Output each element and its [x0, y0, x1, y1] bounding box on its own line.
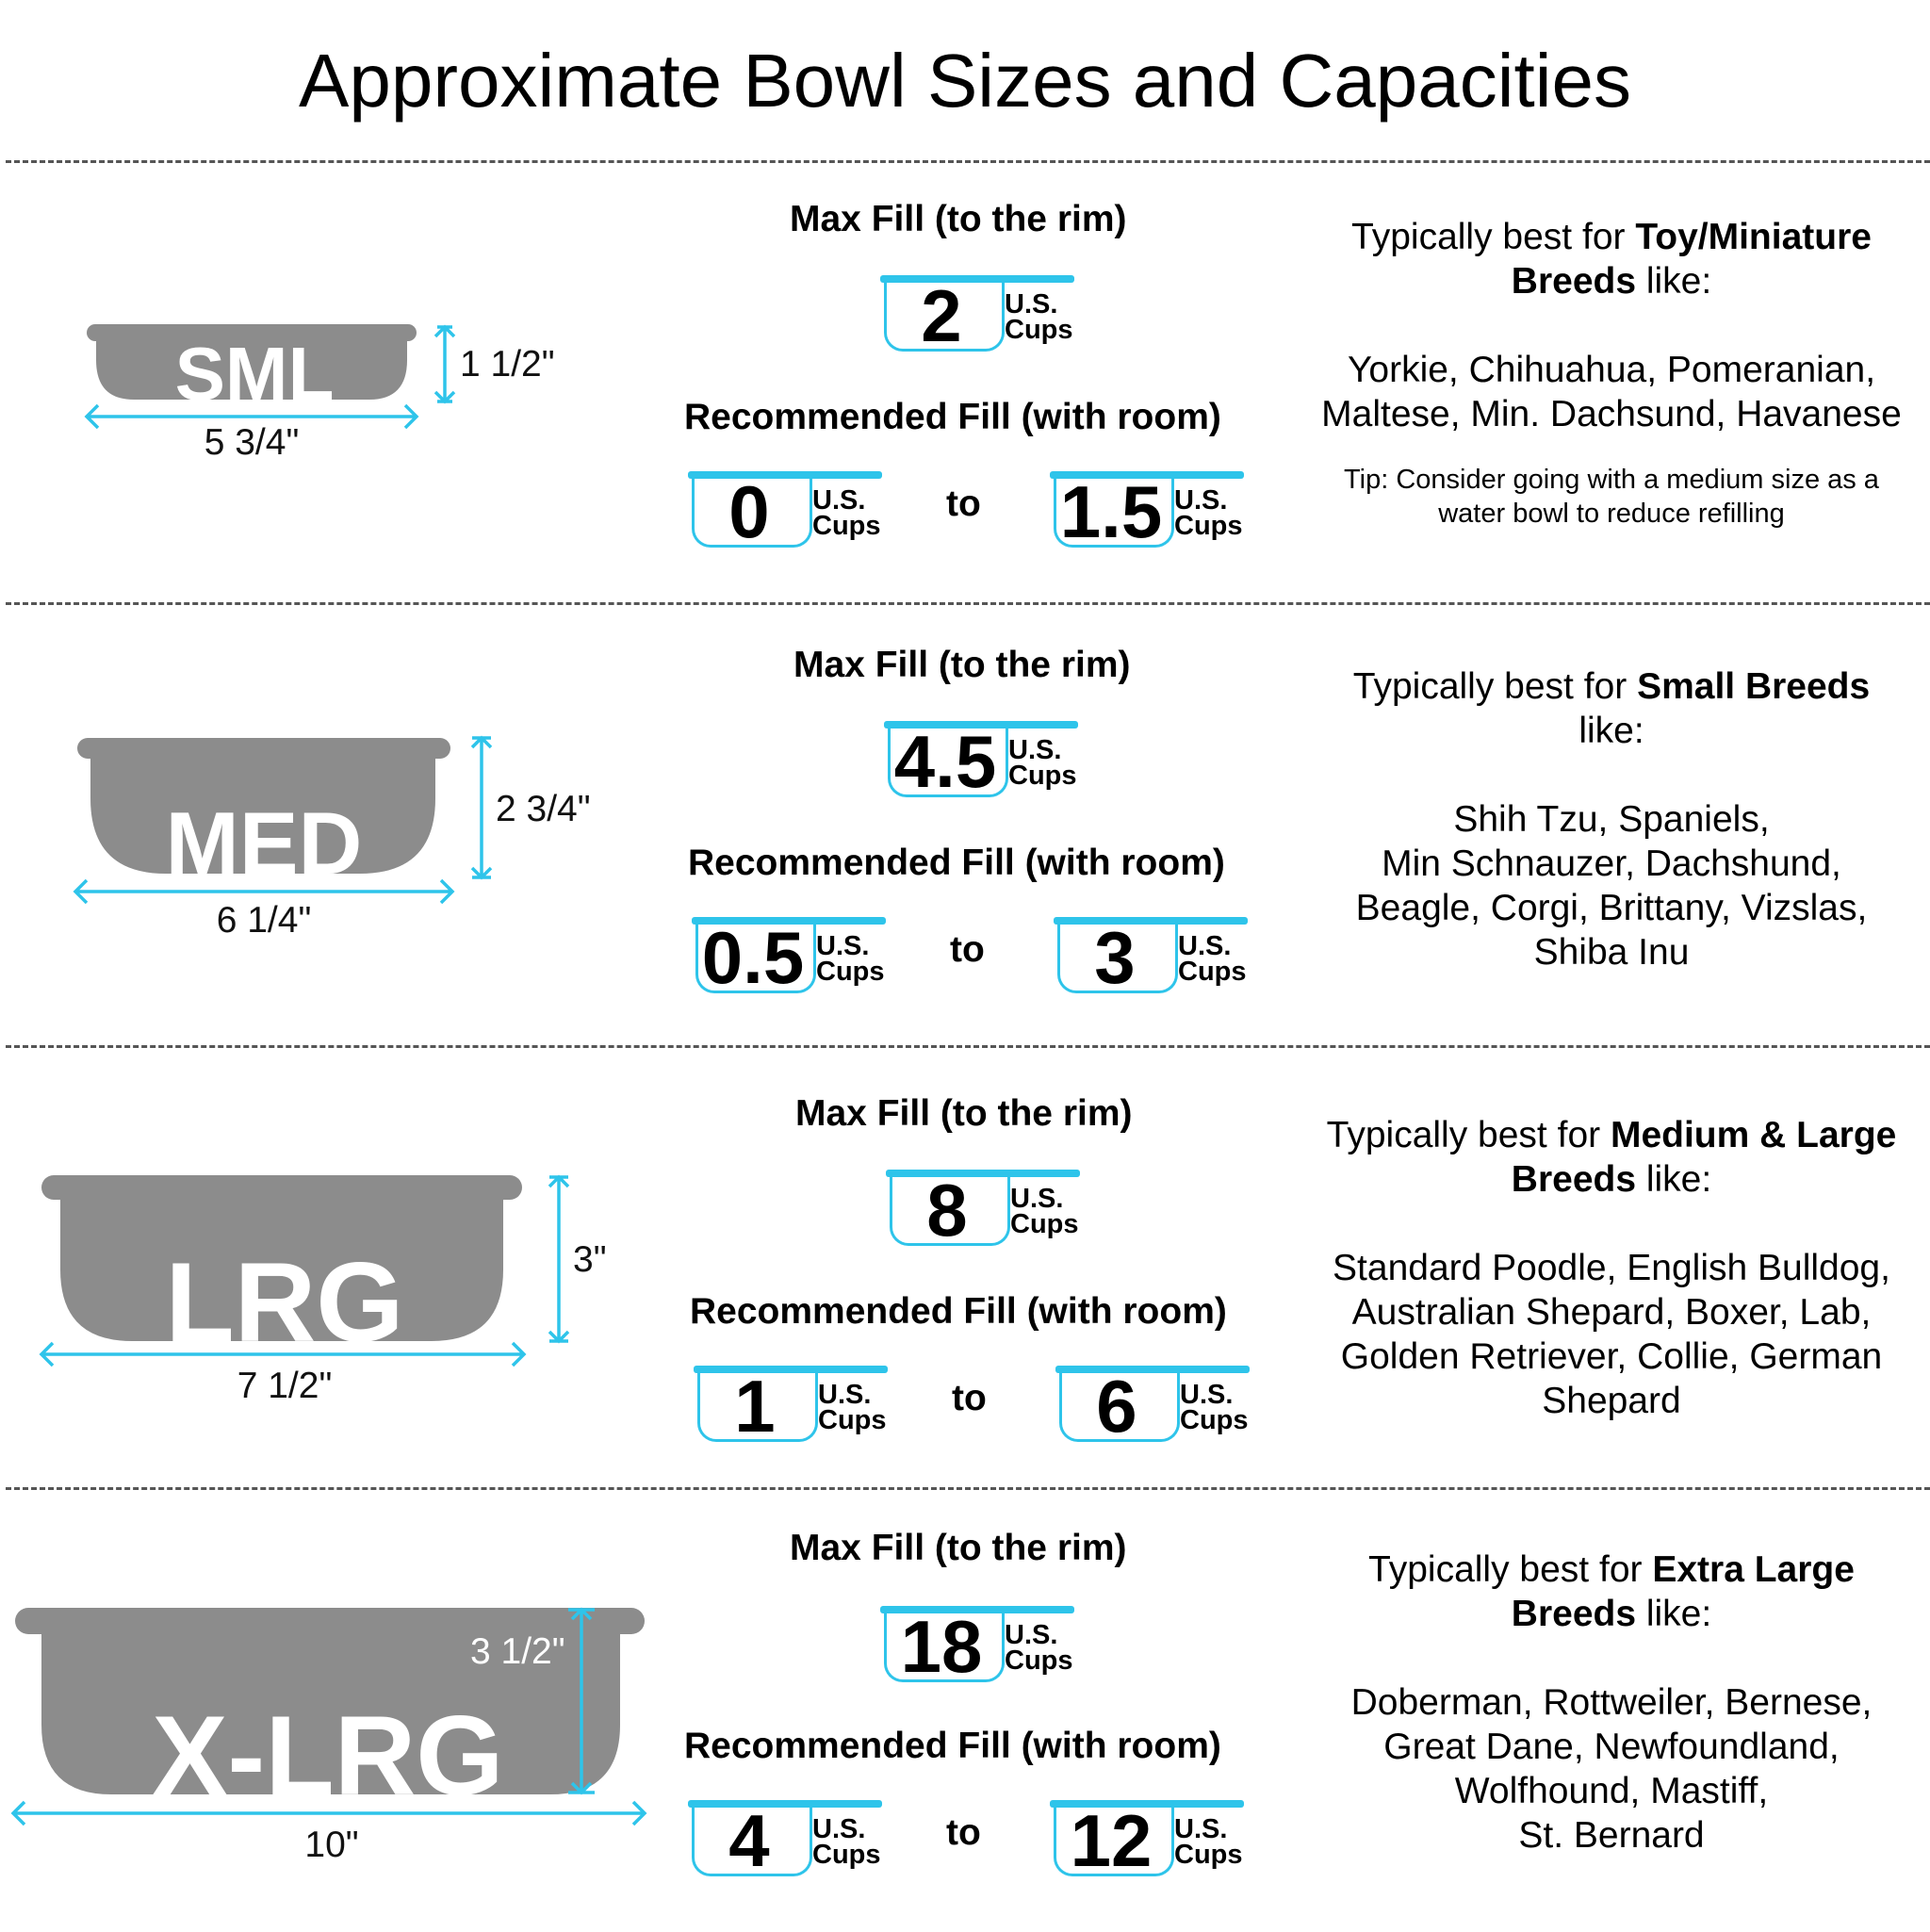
range-to: to [950, 929, 985, 970]
cups-unit: U.S. Cups [1174, 1814, 1243, 1870]
height-label: 1 1/2" [460, 344, 555, 385]
cups-unit: U.S. Cups [1180, 1380, 1249, 1435]
bowl-section-lrg: LRG 3" 7 1/2" Max Fill (to the rim) 8 U.… [0, 1047, 1930, 1490]
bowl-label: MED [166, 794, 363, 892]
bowl-label: SML [175, 332, 335, 416]
cups-number: 0.5 [701, 916, 805, 999]
recommended-max-value: 12 U.S. Cups [1050, 1800, 1244, 1879]
bowl-label: LRG [165, 1239, 403, 1366]
cups-unit: U.S. Cups [1174, 485, 1243, 541]
breed-line: Yorkie, Chihuahua, Pomeranian, [1347, 350, 1876, 390]
height-label: 2 3/4" [496, 789, 591, 829]
breed-line: Great Dane, Newfoundland, [1383, 1727, 1840, 1767]
recommended-min-value: 0.5 U.S. Cups [692, 917, 886, 996]
breed-line: Shepard [1542, 1381, 1681, 1421]
max-fill-heading: Max Fill (to the rim) [790, 199, 1127, 239]
breed-line: Shiba Inu [1533, 932, 1690, 973]
page-title: Approximate Bowl Sizes and Capacities [298, 39, 1632, 123]
cups-number: 18 [900, 1605, 983, 1688]
divider [6, 602, 1930, 605]
bowl-diagram-sml: SML 1 1/2" 5 3/4" [84, 324, 555, 463]
recommended-fill-heading: Recommended Fill (with room) [690, 1291, 1227, 1332]
cups-number: 12 [1070, 1799, 1153, 1882]
width-label: 7 1/2" [237, 1366, 333, 1406]
breed-info: Typically best for Medium & Large Breeds… [1293, 1113, 1930, 1423]
cups-unit: U.S. Cups [816, 931, 885, 987]
range-to: to [952, 1378, 987, 1418]
recommended-min-value: 1 U.S. Cups [694, 1366, 888, 1445]
cups-unit: U.S. Cups [812, 1814, 881, 1870]
max-fill-value: 2 U.S. Cups [880, 275, 1074, 354]
cups-unit: U.S. Cups [1010, 1184, 1079, 1239]
cups-number: 6 [1096, 1365, 1137, 1448]
cups-number: 4 [728, 1799, 770, 1882]
recommended-max-value: 3 U.S. Cups [1054, 917, 1248, 996]
bowl-label: X-LRG [152, 1693, 503, 1819]
cups-unit: U.S. Cups [1005, 1620, 1073, 1676]
breed-line: Beagle, Corgi, Brittany, Vizslas, [1355, 888, 1868, 928]
bowl-diagram-xlrg: X-LRG 3 1/2" 10" [10, 1607, 647, 1865]
max-fill-value: 4.5 U.S. Cups [884, 721, 1078, 800]
cups-number: 2 [921, 274, 962, 357]
breed-info: Typically best for Small Breeds like: Sh… [1293, 664, 1930, 974]
recommended-fill-heading: Recommended Fill (with room) [684, 1726, 1221, 1766]
cups-unit: U.S. Cups [1005, 289, 1073, 345]
tip-text: Tip: Consider going with a medium size a… [1344, 465, 1879, 529]
recommended-max-value: 1.5 U.S. Cups [1050, 471, 1244, 550]
recommended-min-value: 0 U.S. Cups [688, 471, 882, 550]
max-fill-heading: Max Fill (to the rim) [795, 1093, 1133, 1134]
max-fill-value: 8 U.S. Cups [886, 1170, 1080, 1249]
cups-unit: U.S. Cups [1178, 931, 1247, 987]
cups-unit: U.S. Cups [812, 485, 881, 541]
bowl-section-xlrg: X-LRG 3 1/2" 10" Max Fill (to the rim) 1… [0, 1489, 1930, 1932]
bowl-diagram-med: MED 2 3/4" 6 1/4" [73, 735, 591, 941]
recommended-min-value: 4 U.S. Cups [688, 1800, 882, 1879]
cups-unit: U.S. Cups [1008, 735, 1077, 791]
breed-line: Australian Shepard, Boxer, Lab, [1351, 1292, 1872, 1333]
cups-number: 8 [926, 1169, 968, 1252]
cups-number: 1.5 [1059, 470, 1163, 553]
recommended-max-value: 6 U.S. Cups [1055, 1366, 1250, 1445]
width-label: 6 1/4" [217, 900, 312, 941]
recommended-fill-heading: Recommended Fill (with room) [688, 843, 1225, 883]
recommended-fill-heading: Recommended Fill (with room) [684, 397, 1221, 437]
divider [6, 160, 1930, 163]
divider [6, 1045, 1930, 1048]
cups-number: 1 [734, 1365, 776, 1448]
breed-line: Standard Poodle, English Bulldog, [1333, 1248, 1890, 1288]
width-label: 5 3/4" [204, 422, 300, 463]
bowl-section-med: MED 2 3/4" 6 1/4" Max Fill (to the rim) … [0, 604, 1930, 1047]
cups-number: 0 [728, 470, 770, 553]
cups-unit: U.S. Cups [818, 1380, 887, 1435]
breed-line: Min Schnauzer, Dachshund, [1382, 843, 1841, 884]
height-label: 3 1/2" [470, 1631, 565, 1672]
divider [6, 1487, 1930, 1490]
breed-line: Doberman, Rottweiler, Bernese, [1350, 1682, 1873, 1723]
breed-line: Maltese, Min. Dachsund, Havanese [1321, 394, 1902, 434]
breed-line: St. Bernard [1518, 1815, 1705, 1856]
bowl-section-sml: SML 1 1/2" 5 3/4" Max Fill (to the rim) … [0, 162, 1930, 605]
width-label: 10" [304, 1825, 358, 1865]
height-label: 3" [573, 1239, 607, 1280]
bowl-diagram-lrg: LRG 3" 7 1/2" [39, 1174, 607, 1406]
max-fill-heading: Max Fill (to the rim) [790, 1528, 1127, 1568]
cups-number: 4.5 [893, 720, 997, 803]
max-fill-heading: Max Fill (to the rim) [793, 645, 1131, 685]
range-to: to [946, 483, 981, 524]
breed-line: Golden Retriever, Collie, German [1340, 1336, 1883, 1377]
cups-number: 3 [1094, 916, 1136, 999]
breed-line: Shih Tzu, Spaniels, [1453, 799, 1770, 840]
max-fill-value: 18 U.S. Cups [880, 1606, 1074, 1685]
breed-line: Wolfhound, Mastiff, [1454, 1771, 1769, 1811]
breed-info: Typically best for Toy/Miniature Breeds … [1293, 215, 1930, 531]
breed-info: Typically best for Extra Large Breeds li… [1293, 1547, 1930, 1858]
range-to: to [946, 1812, 981, 1853]
